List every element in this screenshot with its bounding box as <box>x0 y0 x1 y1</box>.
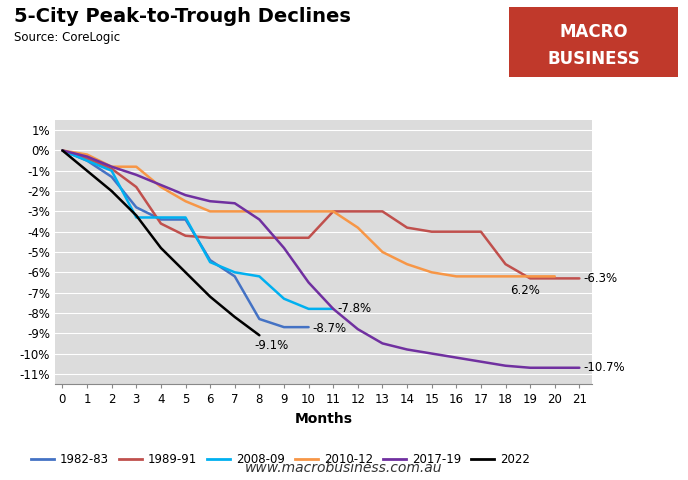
Legend: 1982-83, 1989-91, 2008-09, 2010-12, 2017-19, 2022: 1982-83, 1989-91, 2008-09, 2010-12, 2017… <box>26 448 535 470</box>
Text: 6.2%: 6.2% <box>510 284 540 297</box>
Text: -8.7%: -8.7% <box>312 322 346 335</box>
Text: -10.7%: -10.7% <box>583 361 625 374</box>
Text: MACRO: MACRO <box>559 23 627 41</box>
Text: www.macrobusiness.com.au: www.macrobusiness.com.au <box>245 461 443 475</box>
Text: -9.1%: -9.1% <box>255 339 289 352</box>
Text: -7.8%: -7.8% <box>337 302 371 315</box>
X-axis label: Months: Months <box>294 411 352 426</box>
Text: Source: CoreLogic: Source: CoreLogic <box>14 31 120 44</box>
Text: -6.3%: -6.3% <box>583 272 617 285</box>
Text: 5-City Peak-to-Trough Declines: 5-City Peak-to-Trough Declines <box>14 7 351 26</box>
Text: BUSINESS: BUSINESS <box>547 50 640 68</box>
